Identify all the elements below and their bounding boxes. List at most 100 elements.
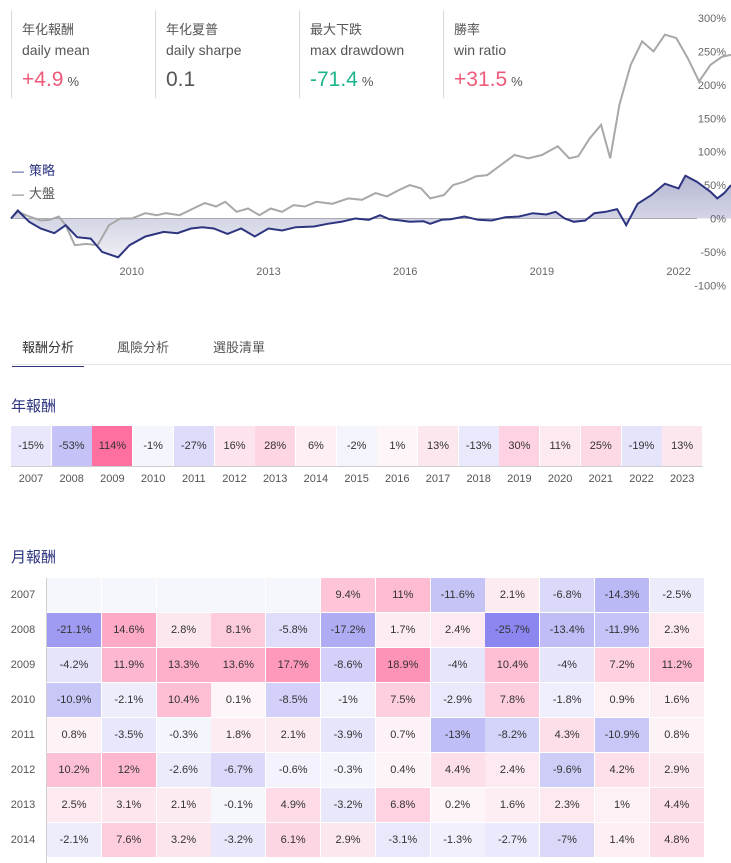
- month-return-cell[interactable]: 3.2%: [156, 823, 211, 857]
- month-return-cell[interactable]: 10.4%: [156, 683, 211, 717]
- year-return-cell[interactable]: 1%: [377, 426, 418, 466]
- month-return-cell[interactable]: [47, 578, 101, 612]
- month-return-cell[interactable]: 0.8%: [47, 718, 101, 752]
- year-return-cell[interactable]: -53%: [51, 426, 92, 466]
- month-return-cell[interactable]: 17.7%: [266, 648, 321, 682]
- month-return-cell[interactable]: -1.3%: [430, 823, 485, 857]
- month-return-cell[interactable]: -13.4%: [540, 613, 595, 647]
- tab-returns[interactable]: 報酬分析: [12, 337, 85, 367]
- month-return-cell[interactable]: 2.1%: [266, 718, 321, 752]
- month-return-cell[interactable]: 13.6%: [211, 648, 266, 682]
- month-return-cell[interactable]: -14.3%: [595, 578, 649, 612]
- month-return-cell[interactable]: 4.3%: [540, 718, 595, 752]
- month-return-cell[interactable]: -5.8%: [266, 613, 321, 647]
- month-return-cell[interactable]: 4.4%: [430, 753, 485, 787]
- year-return-cell[interactable]: -2%: [336, 426, 377, 466]
- month-return-cell[interactable]: 7.2%: [595, 648, 649, 682]
- month-return-cell[interactable]: 7.5%: [375, 683, 430, 717]
- month-return-cell[interactable]: -3.2%: [321, 788, 375, 822]
- month-return-cell[interactable]: [211, 578, 266, 612]
- month-return-cell[interactable]: 2.9%: [649, 753, 704, 787]
- month-return-cell[interactable]: 8.1%: [211, 613, 266, 647]
- month-return-cell[interactable]: -25.7%: [485, 613, 540, 647]
- month-return-cell[interactable]: -3.5%: [101, 718, 156, 752]
- month-return-cell[interactable]: -17.2%: [321, 613, 375, 647]
- month-return-cell[interactable]: 18.9%: [375, 648, 430, 682]
- month-return-cell[interactable]: -2.9%: [430, 683, 485, 717]
- year-return-cell[interactable]: 16%: [214, 426, 255, 466]
- month-return-cell[interactable]: -3.1%: [375, 823, 430, 857]
- month-return-cell[interactable]: -2.6%: [156, 753, 211, 787]
- month-return-cell[interactable]: 14.6%: [101, 613, 156, 647]
- month-return-cell[interactable]: 1.6%: [485, 788, 540, 822]
- month-return-cell[interactable]: -21.1%: [47, 613, 101, 647]
- tab-risk[interactable]: 風險分析: [117, 340, 170, 355]
- month-return-cell[interactable]: 2.5%: [47, 788, 101, 822]
- month-return-cell[interactable]: -4%: [540, 648, 595, 682]
- month-return-cell[interactable]: -6.7%: [211, 753, 266, 787]
- month-return-cell[interactable]: 10.4%: [485, 648, 540, 682]
- month-return-cell[interactable]: 2.1%: [485, 578, 540, 612]
- month-return-cell[interactable]: [156, 578, 211, 612]
- month-return-cell[interactable]: 13.3%: [156, 648, 211, 682]
- month-return-cell[interactable]: 0.2%: [430, 788, 485, 822]
- month-return-cell[interactable]: 3.1%: [101, 788, 156, 822]
- month-return-cell[interactable]: -2.7%: [485, 823, 540, 857]
- month-return-cell[interactable]: -8.2%: [485, 718, 540, 752]
- month-return-cell[interactable]: 2.8%: [156, 613, 211, 647]
- month-return-cell[interactable]: 9.4%: [321, 578, 375, 612]
- month-return-cell[interactable]: 1.8%: [211, 718, 266, 752]
- month-return-cell[interactable]: -11.6%: [430, 578, 485, 612]
- month-return-cell[interactable]: -8.5%: [266, 683, 321, 717]
- month-return-cell[interactable]: 6.1%: [266, 823, 321, 857]
- month-return-cell[interactable]: 1%: [595, 788, 649, 822]
- year-return-cell[interactable]: 25%: [580, 426, 621, 466]
- month-return-cell[interactable]: -0.3%: [321, 753, 375, 787]
- month-return-cell[interactable]: -0.1%: [211, 788, 266, 822]
- year-return-cell[interactable]: -27%: [173, 426, 214, 466]
- month-return-cell[interactable]: [101, 578, 156, 612]
- month-return-cell[interactable]: 11.9%: [101, 648, 156, 682]
- month-return-cell[interactable]: 10.2%: [47, 753, 101, 787]
- month-return-cell[interactable]: -0.3%: [156, 718, 211, 752]
- legend-benchmark[interactable]: 大盤: [29, 186, 55, 201]
- year-return-cell[interactable]: -13%: [458, 426, 499, 466]
- month-return-cell[interactable]: 2.4%: [430, 613, 485, 647]
- month-return-cell[interactable]: 0.1%: [211, 683, 266, 717]
- month-return-cell[interactable]: -3.9%: [321, 718, 375, 752]
- year-return-cell[interactable]: 13%: [418, 426, 458, 466]
- year-return-cell[interactable]: -19%: [621, 426, 662, 466]
- month-return-cell[interactable]: -0.6%: [266, 753, 321, 787]
- month-return-cell[interactable]: -9.6%: [540, 753, 595, 787]
- month-return-cell[interactable]: 12%: [101, 753, 156, 787]
- month-return-cell[interactable]: 6.8%: [375, 788, 430, 822]
- month-return-cell[interactable]: -1%: [321, 683, 375, 717]
- month-return-cell[interactable]: 11.2%: [649, 648, 704, 682]
- month-return-cell[interactable]: -8.6%: [321, 648, 375, 682]
- legend-strategy[interactable]: 策略: [29, 163, 55, 178]
- year-return-cell[interactable]: -15%: [11, 426, 51, 466]
- month-return-cell[interactable]: 4.2%: [595, 753, 649, 787]
- month-return-cell[interactable]: 2.3%: [649, 613, 704, 647]
- year-return-cell[interactable]: -1%: [133, 426, 174, 466]
- month-return-cell[interactable]: -2.1%: [101, 683, 156, 717]
- year-return-cell[interactable]: 28%: [255, 426, 296, 466]
- month-return-cell[interactable]: 2.3%: [540, 788, 595, 822]
- month-return-cell[interactable]: 0.7%: [375, 718, 430, 752]
- month-return-cell[interactable]: 1.4%: [595, 823, 649, 857]
- month-return-cell[interactable]: -11.9%: [595, 613, 649, 647]
- year-return-cell[interactable]: 13%: [662, 426, 703, 466]
- tab-stock-list[interactable]: 選股清單: [213, 340, 266, 355]
- month-return-cell[interactable]: 2.9%: [321, 823, 375, 857]
- month-return-cell[interactable]: [266, 578, 321, 612]
- month-return-cell[interactable]: 1.7%: [375, 613, 430, 647]
- month-return-cell[interactable]: -4.2%: [47, 648, 101, 682]
- month-return-cell[interactable]: 0.4%: [375, 753, 430, 787]
- month-return-cell[interactable]: 7.8%: [485, 683, 540, 717]
- month-return-cell[interactable]: 2.1%: [156, 788, 211, 822]
- month-return-cell[interactable]: -2.1%: [47, 823, 101, 857]
- month-return-cell[interactable]: 4.8%: [649, 823, 704, 857]
- month-return-cell[interactable]: -13%: [430, 718, 485, 752]
- month-return-cell[interactable]: 11%: [375, 578, 430, 612]
- month-return-cell[interactable]: -10.9%: [47, 683, 101, 717]
